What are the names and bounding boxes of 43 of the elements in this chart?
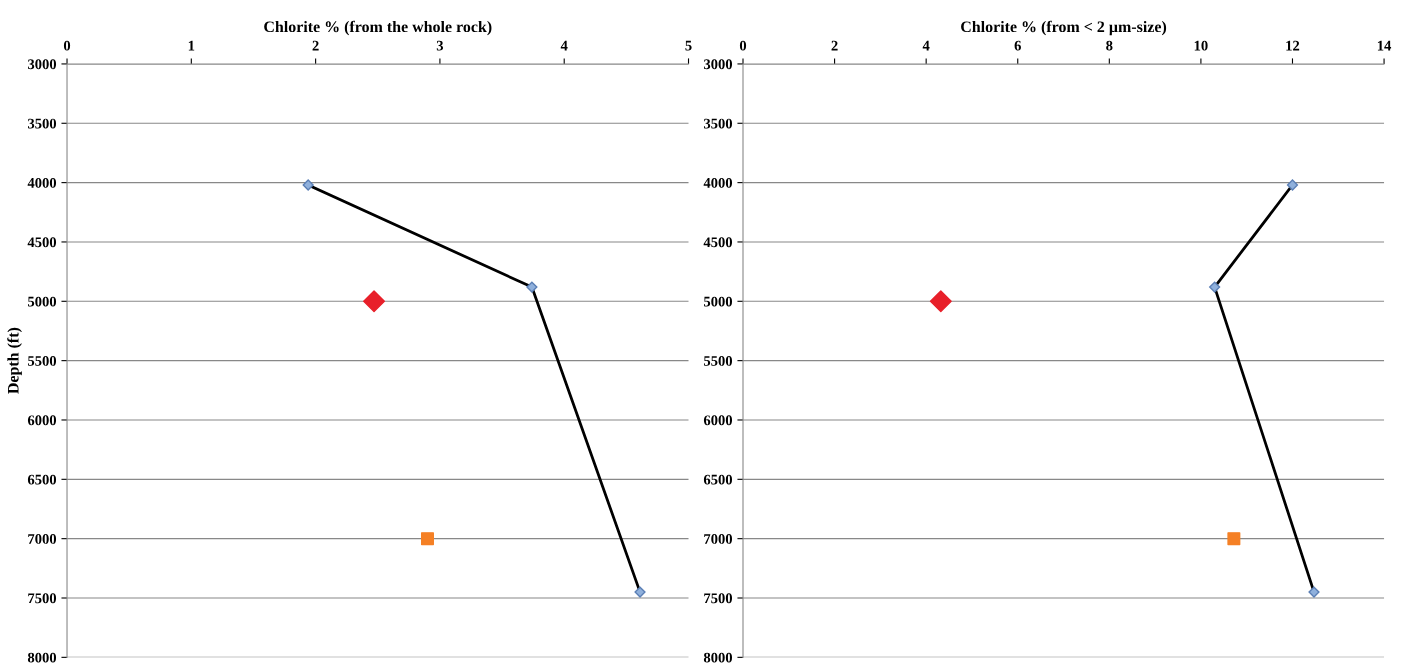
x-tick-label: 6 (1014, 40, 1021, 51)
y-tick-label: 7000 (28, 534, 57, 544)
point (420, 532, 434, 546)
x-tick-label: 0 (63, 40, 71, 51)
point (1227, 532, 1241, 546)
y-tick-label: 7000 (704, 534, 733, 544)
x-tick-label: 8 (1106, 40, 1113, 51)
y-tick-label: 5500 (28, 356, 57, 366)
y-tick-label: 5000 (704, 296, 733, 307)
y-tick-label: 5000 (28, 296, 57, 307)
y-tick-label: 3500 (703, 118, 733, 129)
x-axis-title: Chlorite % (from the whole rock) (264, 20, 492, 36)
y-axis-title: Depth (ft) (7, 327, 22, 394)
y-tick-label: 8000 (703, 652, 733, 663)
x-tick-label: 0 (739, 40, 747, 51)
x-tick-label: 2 (831, 40, 838, 51)
y-tick-label: 4500 (27, 237, 57, 248)
y-tick-label: 6500 (703, 474, 733, 485)
y-tick-label: 3000 (27, 59, 57, 70)
y-tick-label: 3500 (27, 118, 57, 129)
y-tick-label: 4500 (703, 237, 733, 248)
x-tick-label: 5 (685, 40, 692, 51)
y-tick-label: 5500 (704, 356, 733, 366)
y-tick-label: 7500 (28, 593, 57, 604)
y-tick-label: 7500 (704, 593, 733, 604)
x-tick-label: 4 (922, 40, 930, 51)
y-tick-label: 3000 (703, 59, 733, 70)
y-tick-label: 6000 (27, 415, 57, 426)
x-tick-label: 4 (560, 40, 568, 51)
x-axis-title: Chlorite % (from < 2 µm-size) (961, 20, 1167, 36)
y-tick-label: 4000 (27, 177, 57, 188)
x-tick-label: 3 (436, 40, 444, 51)
x-tick-label: 1 (188, 40, 195, 51)
point (363, 290, 386, 313)
y-tick-label: 6000 (703, 415, 733, 426)
y-tick-label: 6500 (27, 474, 57, 485)
x-tick-label: 2 (312, 40, 319, 51)
y-tick-label: 8000 (27, 652, 57, 663)
x-tick-label: 10 (1194, 40, 1208, 51)
x-tick-label: 14 (1377, 40, 1392, 51)
point (929, 290, 952, 313)
y-tick-label: 4000 (703, 177, 733, 188)
x-tick-label: 12 (1286, 40, 1300, 51)
